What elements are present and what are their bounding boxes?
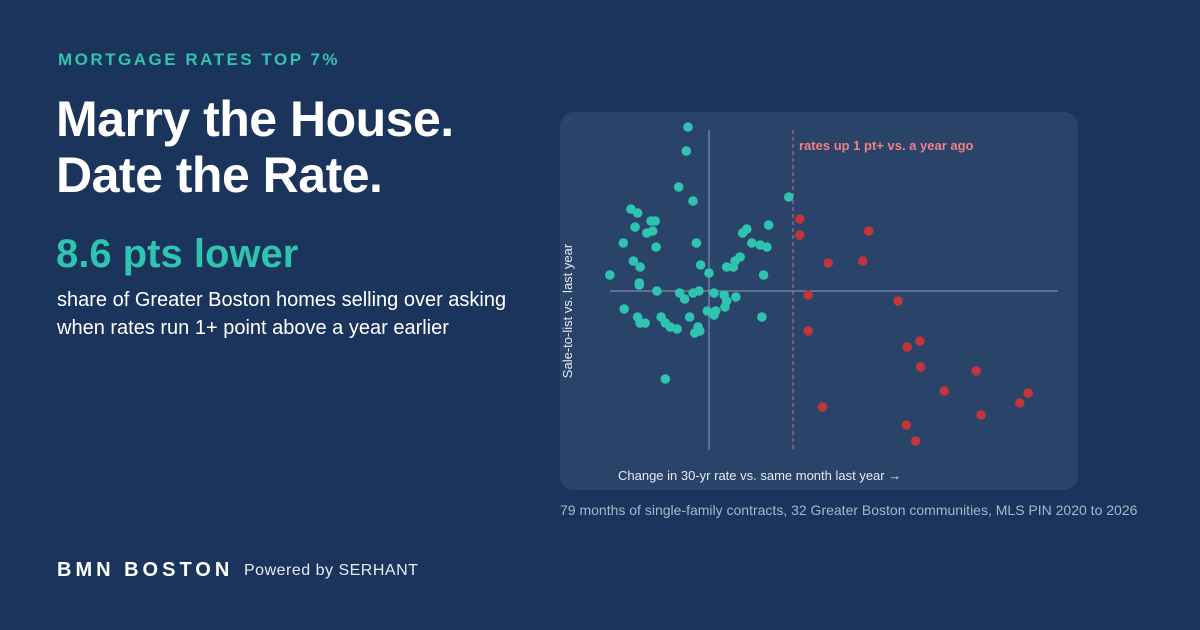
point	[915, 362, 926, 372]
point	[632, 208, 643, 218]
point	[721, 262, 732, 272]
point	[902, 342, 913, 352]
point	[694, 286, 704, 296]
y-axis-label: Sale-to-list vs. last year	[560, 243, 575, 378]
point	[857, 256, 868, 266]
point	[971, 366, 981, 376]
point	[605, 270, 615, 280]
point	[679, 294, 690, 304]
point	[1015, 398, 1025, 408]
point	[728, 262, 739, 272]
point	[660, 374, 671, 384]
headline: Marry the House.	[56, 91, 454, 147]
point	[619, 304, 629, 314]
point	[672, 324, 682, 334]
point	[763, 220, 774, 230]
point	[630, 222, 640, 232]
point	[688, 196, 698, 206]
annotation: rates up 1 pt+ vs. a year ago	[799, 138, 974, 153]
point	[652, 286, 662, 296]
point	[684, 312, 695, 322]
point	[704, 268, 714, 278]
brand: BMN BOSTON	[57, 559, 234, 581]
powered-by: Powered by SERHANT	[244, 562, 419, 579]
point	[757, 312, 767, 322]
point	[1023, 388, 1033, 398]
point	[681, 146, 692, 156]
stat-text: share of Greater Boston homes selling ov…	[57, 289, 507, 339]
point	[758, 270, 769, 280]
point	[939, 386, 949, 396]
point	[650, 216, 661, 226]
point	[863, 226, 874, 236]
chart-panel	[560, 112, 1078, 490]
point	[910, 436, 921, 446]
point	[651, 242, 661, 252]
point	[823, 258, 834, 268]
point	[817, 402, 828, 412]
point	[976, 410, 986, 420]
kicker: MORTGAGE RATES TOP 7%	[58, 50, 341, 69]
point	[794, 230, 805, 240]
point	[640, 318, 650, 328]
point	[901, 420, 912, 430]
point	[762, 242, 772, 252]
headline: Date the Rate.	[56, 147, 383, 203]
stat: 8.6 pts lower	[56, 232, 299, 276]
point	[634, 280, 645, 290]
point	[731, 292, 741, 302]
point	[794, 214, 805, 224]
point	[695, 260, 706, 270]
point	[683, 122, 693, 132]
point	[691, 238, 702, 248]
point	[709, 288, 719, 298]
point	[694, 326, 705, 336]
caption: 79 months of single-family contracts, 32…	[560, 502, 1138, 518]
point	[915, 336, 925, 346]
point	[893, 296, 903, 306]
point	[747, 238, 757, 248]
point	[803, 326, 813, 336]
point	[635, 262, 645, 272]
point	[628, 256, 639, 266]
point	[803, 290, 813, 300]
x-axis-label: Change in 30-yr rate vs. same month last…	[618, 468, 901, 483]
point	[721, 296, 732, 306]
point	[737, 228, 748, 238]
point	[710, 306, 721, 316]
point	[647, 226, 658, 236]
point	[618, 238, 629, 248]
point	[784, 192, 794, 202]
point	[673, 182, 684, 192]
